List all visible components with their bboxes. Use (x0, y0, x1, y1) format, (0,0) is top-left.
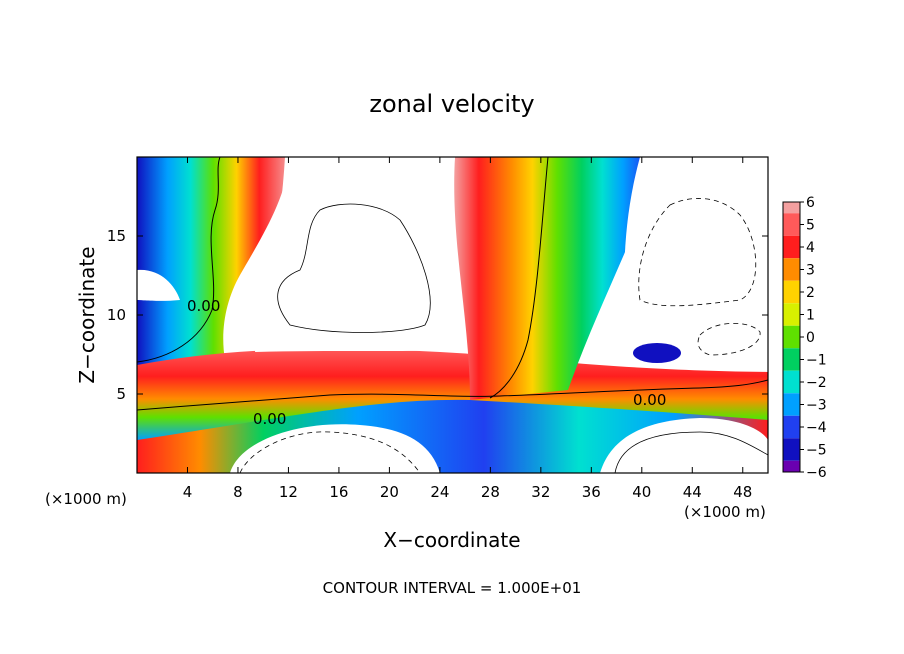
colorbar-swatch (783, 202, 800, 214)
colorbar-tick-label: 3 (806, 263, 815, 279)
colorbar-tick-label: −3 (806, 398, 827, 414)
y-tick-label: 15 (107, 227, 126, 245)
central-jet (454, 157, 660, 400)
contour-interval-footer: CONTOUR INTERVAL = 1.000E+01 (323, 579, 582, 597)
x-axis-ticks: 4 8 12 16 20 24 28 32 36 40 44 48 (183, 157, 752, 501)
y-tick-label: 5 (116, 385, 126, 403)
chart-title: zonal velocity (369, 90, 534, 118)
x-tick-label: 32 (531, 483, 550, 501)
x-tick-label: 48 (733, 483, 752, 501)
colorbar-tick-label: 5 (806, 218, 815, 234)
z-unit-label: (×1000 m) (684, 503, 766, 521)
x-tick-label: 8 (233, 483, 243, 501)
contour-label-2: 0.00 (253, 410, 286, 428)
diagonal-band (137, 348, 768, 440)
colorbar-tick-label: 0 (806, 330, 815, 346)
contour-lower-right (614, 431, 768, 473)
colorbar-tick-label: 6 (806, 195, 815, 211)
white-region-left (137, 269, 180, 301)
x-tick-label: 24 (430, 483, 449, 501)
blue-blob (633, 343, 681, 363)
colorbar-swatch (783, 280, 800, 304)
zero-contour-jet (489, 157, 549, 399)
colorbar-swatch (783, 213, 800, 236)
zero-contour-upper-left (137, 157, 221, 363)
colorbar-swatch (783, 393, 800, 416)
y-axis-title: Z−coordinate (75, 246, 99, 383)
colorbar-tick-label: −6 (806, 465, 827, 481)
velocity-field (137, 157, 768, 473)
colorbar-tick-label: 2 (806, 285, 815, 301)
colorbar-swatch (783, 258, 800, 281)
contour-dashed-lower (239, 431, 421, 473)
x-axis-title: X−coordinate (383, 528, 520, 552)
x-tick-label: 4 (183, 483, 193, 501)
colorbar-swatch (783, 460, 800, 472)
x-tick-label: 40 (632, 483, 651, 501)
contour-label-1: 0.00 (187, 297, 220, 315)
colorbar: 6 5 4 3 2 1 0 −1 −2 −3 −4 −5 −6 (782, 195, 827, 481)
white-region-lower-mid (230, 424, 440, 473)
x-tick-label: 44 (683, 483, 702, 501)
zero-contour-main (137, 379, 768, 411)
colorbar-swatch (783, 438, 800, 461)
colorbar-tick-label: −1 (806, 353, 827, 369)
y-axis-ticks: 5 10 15 (107, 227, 768, 403)
colorbar-swatch (783, 235, 800, 259)
colorbar-swatch (783, 348, 800, 371)
colorbar-tick-label: −4 (806, 420, 827, 436)
x-tick-label: 28 (481, 483, 500, 501)
colorbar-swatch (783, 325, 800, 349)
white-region-upper (255, 157, 462, 352)
x-tick-label: 16 (329, 483, 348, 501)
contour-label-3: 0.00 (633, 391, 666, 409)
colorbar-swatch (783, 415, 800, 439)
colorbar-tick-label: 4 (806, 240, 815, 256)
colorbar-swatch (783, 370, 800, 394)
contour-closed-upper (277, 203, 431, 333)
colorbar-tick-label: −5 (806, 443, 827, 459)
colorbar-swatch (783, 303, 800, 326)
left-column-region (137, 157, 290, 380)
x-tick-label: 20 (380, 483, 399, 501)
x-tick-label: 12 (279, 483, 298, 501)
x-tick-label: 36 (582, 483, 601, 501)
colorbar-tick-label: −2 (806, 375, 827, 391)
contour-dashed-small (697, 322, 761, 356)
x-unit-label: (×1000 m) (45, 490, 127, 508)
white-region-lower-right (600, 418, 768, 473)
white-region-right (624, 157, 762, 364)
y-tick-label: 10 (107, 306, 126, 324)
colorbar-tick-label: 1 (806, 308, 815, 324)
